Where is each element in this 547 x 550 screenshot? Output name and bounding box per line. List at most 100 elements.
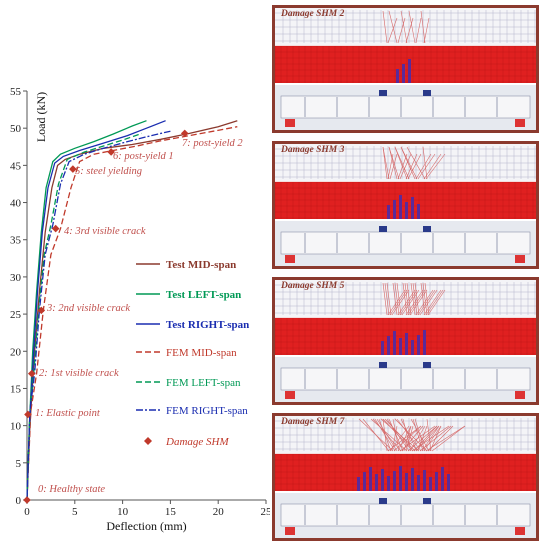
damage-bar bbox=[387, 205, 390, 219]
crack-line bbox=[420, 10, 426, 44]
legend-swatch-damage bbox=[144, 437, 152, 445]
damage-point-7 bbox=[180, 129, 189, 138]
support bbox=[515, 119, 525, 127]
damage-bar bbox=[399, 338, 402, 355]
damage-bar bbox=[393, 331, 396, 355]
damage-bar bbox=[423, 470, 426, 491]
actuator bbox=[423, 362, 431, 368]
crack-line bbox=[387, 289, 406, 316]
crack-line bbox=[405, 425, 414, 452]
actuator bbox=[379, 362, 387, 368]
crack-line bbox=[388, 146, 398, 180]
crack-line bbox=[423, 17, 430, 44]
crack-line bbox=[417, 153, 436, 180]
crack-line bbox=[407, 153, 422, 180]
crack-line bbox=[388, 146, 400, 180]
y-axis-title: Load (kN) bbox=[34, 92, 48, 142]
beam-specimen bbox=[280, 503, 531, 527]
damage-bar bbox=[405, 473, 408, 491]
crack-line bbox=[417, 425, 428, 452]
legend-label-5: FEM RIGHT-span bbox=[166, 405, 248, 417]
y-tick-label: 10 bbox=[10, 421, 22, 433]
y-tick-label: 40 bbox=[10, 198, 22, 210]
damage-bar bbox=[402, 64, 405, 83]
x-tick-label: 0 bbox=[24, 506, 30, 518]
legend-label-0: Test MID-span bbox=[166, 259, 236, 271]
actuator bbox=[423, 498, 431, 504]
y-tick-label: 0 bbox=[16, 495, 22, 507]
damage-shm-2-panel: Damage SHM 2 bbox=[272, 5, 539, 133]
crack-line bbox=[402, 418, 412, 452]
crack-line bbox=[382, 146, 390, 180]
legend-label-2: Test RIGHT-span bbox=[166, 319, 249, 331]
crack-line bbox=[396, 282, 402, 316]
x-axis-title: Deflection (mm) bbox=[106, 519, 186, 533]
damage-points-layer: 0: Healthy state 1: Elastic point 2: 1st v… bbox=[23, 129, 243, 504]
crack-line bbox=[415, 425, 440, 452]
support bbox=[515, 255, 525, 263]
crack-line bbox=[400, 146, 418, 180]
crack-line bbox=[406, 282, 412, 316]
x-tick-label: 15 bbox=[165, 506, 177, 518]
damage-bar bbox=[387, 336, 390, 355]
crack-line bbox=[397, 17, 406, 44]
crack-line bbox=[403, 425, 412, 452]
series-line-2 bbox=[26, 120, 166, 501]
crack-line bbox=[386, 282, 392, 316]
actuator bbox=[423, 90, 431, 96]
x-tick-label: 25 bbox=[261, 506, 271, 518]
support bbox=[285, 527, 295, 535]
crack-line bbox=[374, 418, 396, 452]
crack-line bbox=[405, 153, 418, 180]
damage-point-1 bbox=[24, 410, 32, 419]
crack-line bbox=[415, 17, 422, 44]
legend-label-1: Test LEFT-span bbox=[166, 289, 241, 301]
crack-line bbox=[409, 425, 426, 452]
crack-line bbox=[391, 425, 398, 452]
crack-line bbox=[412, 282, 418, 316]
damage-bar bbox=[375, 474, 378, 491]
damage-point-label-4: 4: 3rd visible crack bbox=[64, 226, 146, 237]
damage-shm-3-panel: Damage SHM 3 bbox=[272, 141, 539, 269]
crack-line bbox=[422, 146, 428, 180]
damage-bar bbox=[387, 476, 390, 491]
damage-shm-5-panel: Damage SHM 5 bbox=[272, 277, 539, 405]
actuator bbox=[379, 498, 387, 504]
legend-label-4: FEM LEFT-span bbox=[166, 377, 241, 389]
x-tick-label: 20 bbox=[213, 506, 225, 518]
y-tick-label: 5 bbox=[16, 458, 22, 470]
damage-bar bbox=[363, 472, 366, 491]
crack-line bbox=[394, 146, 410, 180]
y-tick-label: 15 bbox=[10, 383, 22, 395]
damage-bar bbox=[357, 477, 360, 491]
crack-line bbox=[423, 289, 442, 316]
y-tick-label: 50 bbox=[10, 123, 22, 135]
damage-bar bbox=[408, 59, 411, 83]
damage-bar bbox=[411, 197, 414, 219]
crack-line bbox=[396, 418, 422, 452]
crack-line bbox=[401, 425, 424, 452]
crack-line bbox=[429, 425, 442, 452]
series-line-1 bbox=[26, 120, 147, 501]
legend-label-3: FEM MID-span bbox=[166, 347, 237, 359]
damage-bar bbox=[417, 475, 420, 491]
damage-point-0 bbox=[23, 496, 31, 504]
damage-point-5 bbox=[69, 165, 77, 173]
beam-specimen bbox=[280, 231, 531, 255]
crack-line bbox=[423, 153, 442, 180]
damage-bar bbox=[411, 468, 414, 491]
crack-line bbox=[384, 282, 390, 316]
damage-bar bbox=[405, 202, 408, 219]
damage-point-2 bbox=[27, 369, 36, 378]
series-line-0 bbox=[26, 120, 238, 501]
damage-bar bbox=[396, 69, 399, 83]
damage-point-label-0: 0: Healthy state bbox=[38, 484, 105, 495]
crack-line bbox=[380, 418, 420, 452]
crack-line bbox=[401, 289, 420, 316]
damage-bar bbox=[429, 477, 432, 491]
crack-line bbox=[399, 153, 412, 180]
damage-bar bbox=[447, 474, 450, 491]
mesh-area bbox=[275, 46, 536, 83]
crack-line bbox=[425, 289, 444, 316]
damage-point-label-5: 5: steel yielding bbox=[75, 166, 142, 177]
